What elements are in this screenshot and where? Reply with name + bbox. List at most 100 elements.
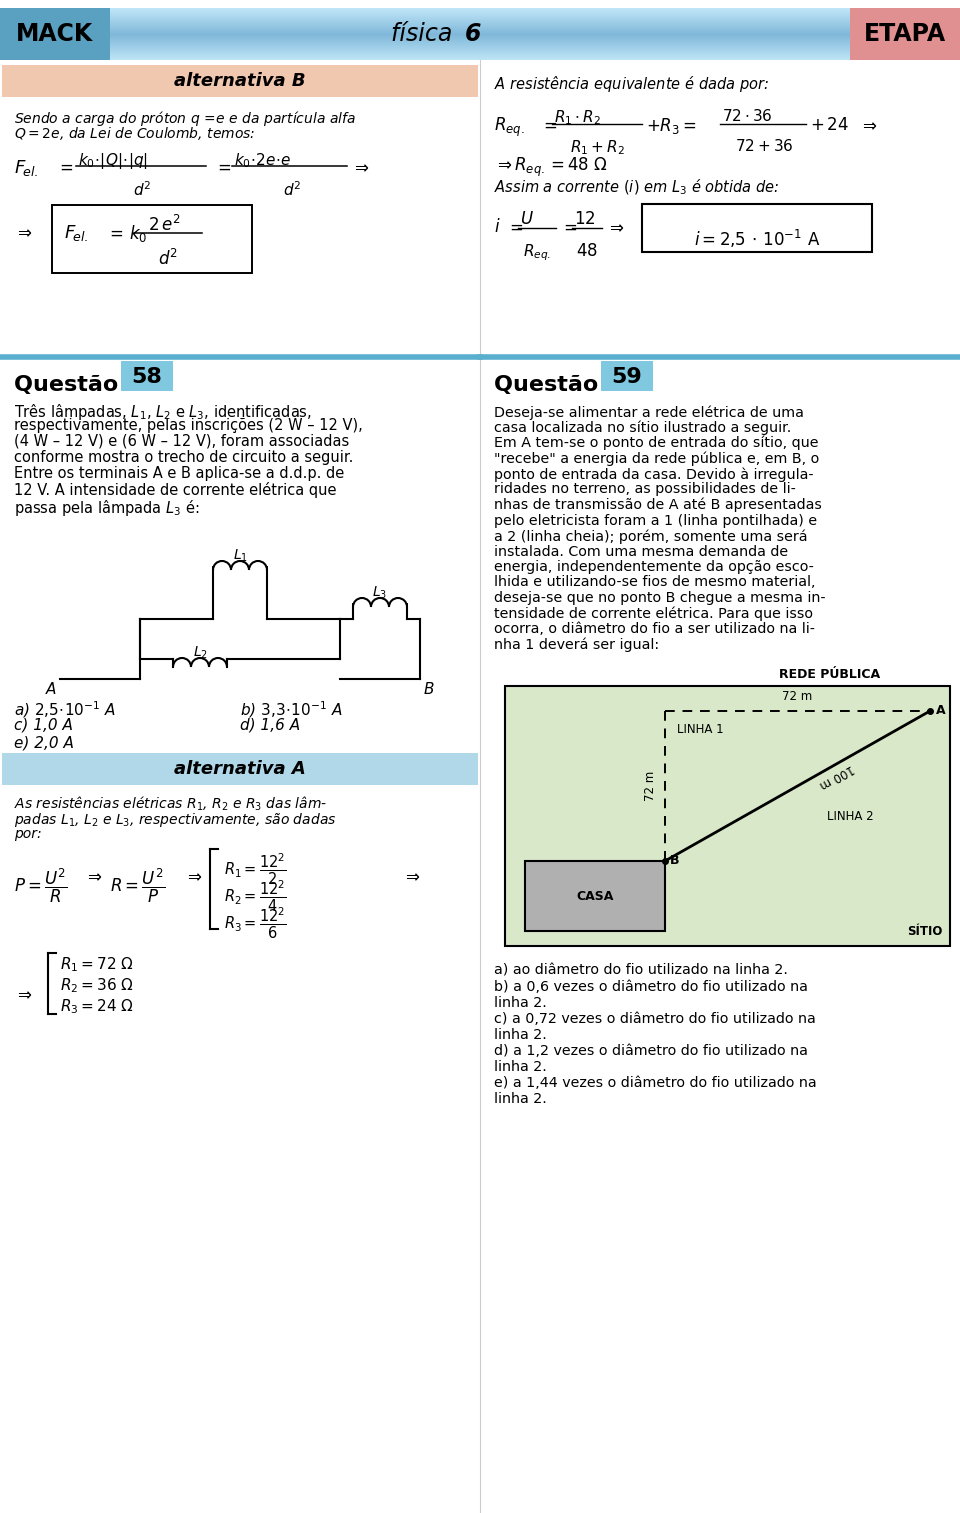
Text: A: A [936, 705, 946, 717]
Text: 58: 58 [132, 368, 162, 387]
Text: $L_1$: $L_1$ [232, 548, 248, 564]
Text: $=\,k_0$: $=\,k_0$ [106, 222, 147, 244]
Text: conforme mostra o trecho de circuito a seguir.: conforme mostra o trecho de circuito a s… [14, 449, 353, 464]
Text: ponto de entrada da casa. Devido à irregula-: ponto de entrada da casa. Devido à irreg… [494, 468, 814, 481]
Text: B: B [670, 855, 680, 867]
Text: Entre os terminais A e B aplica-se a d.d.p. de: Entre os terminais A e B aplica-se a d.d… [14, 466, 345, 481]
Text: $A$ resistência equivalente é dada por:: $A$ resistência equivalente é dada por: [494, 74, 769, 94]
Text: $U$: $U$ [520, 210, 534, 228]
Text: (4 W – 12 V) e (6 W – 12 V), foram associadas: (4 W – 12 V) e (6 W – 12 V), foram assoc… [14, 434, 349, 449]
Text: $R_2 = 36\ \Omega$: $R_2 = 36\ \Omega$ [60, 976, 134, 994]
Bar [850, 8, 960, 61]
Text: B: B [424, 682, 435, 697]
Text: $+\, 24$: $+\, 24$ [810, 117, 849, 135]
Text: 12 V. A intensidade de corrente elétrica que: 12 V. A intensidade de corrente elétrica… [14, 483, 337, 498]
Text: padas $L_1$, $L_2$ e $L_3$, respectivamente, são dadas: padas $L_1$, $L_2$ e $L_3$, respectivame… [14, 811, 337, 829]
Bar [642, 204, 872, 253]
Text: alternativa B: alternativa B [174, 73, 306, 89]
Text: respectivamente, pelas inscrições (2 W – 12 V),: respectivamente, pelas inscrições (2 W –… [14, 418, 363, 433]
Text: $i$: $i$ [494, 218, 500, 236]
Text: A: A [46, 682, 56, 697]
Text: a) $2{,}5\!\cdot\!10^{-1}$ A: a) $2{,}5\!\cdot\!10^{-1}$ A [14, 699, 116, 720]
Text: $48$: $48$ [576, 242, 598, 260]
Text: $R_2 = \dfrac{12^2}{4}$: $R_2 = \dfrac{12^2}{4}$ [224, 879, 287, 914]
Text: $F_{\!el.}$: $F_{\!el.}$ [64, 222, 88, 244]
Text: $R_1 = 72\ \Omega$: $R_1 = 72\ \Omega$ [60, 955, 134, 974]
Text: MACK: MACK [16, 23, 94, 45]
Text: $k_0\!\cdot\!|Q|\!\cdot\!|q|$: $k_0\!\cdot\!|Q|\!\cdot\!|q|$ [78, 151, 148, 171]
Text: SÍTIO: SÍTIO [906, 924, 942, 938]
Text: $Assim$ a corrente $(i)$ em $L_3$ é obtida de:: $Assim$ a corrente $(i)$ em $L_3$ é obti… [494, 179, 780, 197]
Text: $\Rightarrow$: $\Rightarrow$ [351, 157, 370, 176]
Text: Sendo a carga do próton $q\,=\!e$ e da partícula alfa: Sendo a carga do próton $q\,=\!e$ e da p… [14, 109, 356, 129]
Text: $d^2$: $d^2$ [132, 180, 152, 198]
Bar [0, 8, 110, 61]
Text: lhida e utilizando-se fios de mesmo material,: lhida e utilizando-se fios de mesmo mate… [494, 575, 815, 590]
Text: c) 1,0 A: c) 1,0 A [14, 717, 73, 732]
Text: Deseja-se alimentar a rede elétrica de uma: Deseja-se alimentar a rede elétrica de u… [494, 405, 804, 419]
Text: linha 2.: linha 2. [494, 996, 547, 1011]
Text: $\Rightarrow$: $\Rightarrow$ [606, 218, 624, 236]
Text: $R_3 = \dfrac{12^2}{6}$: $R_3 = \dfrac{12^2}{6}$ [224, 906, 287, 941]
Text: $+ R_3 =$: $+ R_3 =$ [646, 117, 697, 136]
Text: $\Rightarrow$: $\Rightarrow$ [402, 867, 420, 885]
Bar [601, 362, 653, 390]
Text: Em A tem-se o ponto de entrada do sítio, que: Em A tem-se o ponto de entrada do sítio,… [494, 436, 819, 451]
Text: tensidade de corrente elétrica. Para que isso: tensidade de corrente elétrica. Para que… [494, 607, 813, 620]
Text: $=$: $=$ [540, 117, 558, 135]
Bar [2, 65, 478, 97]
Text: passa pela lâmpada $L_3$ é:: passa pela lâmpada $L_3$ é: [14, 498, 200, 517]
Text: Questão: Questão [14, 375, 126, 395]
Text: ETAPA: ETAPA [864, 23, 946, 45]
Text: $12$: $12$ [574, 210, 595, 228]
Text: $=$: $=$ [214, 157, 231, 176]
Text: a) ao diâmetro do fio utilizado na linha 2.: a) ao diâmetro do fio utilizado na linha… [494, 964, 788, 977]
Text: linha 2.: linha 2. [494, 1061, 547, 1074]
Bar [525, 861, 665, 930]
Text: ridades no terreno, as possibilidades de li-: ridades no terreno, as possibilidades de… [494, 483, 796, 496]
Text: b) a 0,6 vezes o diâmetro do fio utilizado na: b) a 0,6 vezes o diâmetro do fio utiliza… [494, 980, 808, 994]
Text: LINHA 2: LINHA 2 [827, 809, 874, 823]
Text: linha 2.: linha 2. [494, 1092, 547, 1106]
Text: $72 + 36$: $72 + 36$ [734, 138, 793, 154]
Text: $\Rightarrow R_{eq.} = 48\ \Omega$: $\Rightarrow R_{eq.} = 48\ \Omega$ [494, 156, 608, 179]
Text: $R_1 = \dfrac{12^2}{2}$: $R_1 = \dfrac{12^2}{2}$ [224, 852, 287, 887]
Text: $L_2$: $L_2$ [193, 645, 207, 661]
Text: $72 \cdot 36$: $72 \cdot 36$ [722, 107, 773, 124]
Text: $R_{eq.}$: $R_{eq.}$ [523, 242, 551, 263]
Text: por:: por: [14, 828, 41, 841]
Text: $=$: $=$ [56, 157, 73, 176]
Text: linha 2.: linha 2. [494, 1027, 547, 1042]
Text: $\Rightarrow$: $\Rightarrow$ [859, 117, 877, 135]
Text: LINHA 1: LINHA 1 [677, 723, 724, 735]
Text: $R_1 + R_2$: $R_1 + R_2$ [569, 138, 624, 157]
Text: ocorra, o diâmetro do fio a ser utilizado na li-: ocorra, o diâmetro do fio a ser utilizad… [494, 622, 815, 635]
Text: As resistências elétricas $R_1$, $R_2$ e $R_3$ das lâm-: As resistências elétricas $R_1$, $R_2$ e… [14, 794, 327, 814]
Text: $2\,e^2$: $2\,e^2$ [148, 215, 180, 235]
Text: Três lâmpadas, $L_1$, $L_2$ e $L_3$, identificadas,: Três lâmpadas, $L_1$, $L_2$ e $L_3$, ide… [14, 402, 312, 422]
Text: energia, independentemente da opção esco-: energia, independentemente da opção esco… [494, 560, 814, 573]
Text: $=$: $=$ [560, 218, 577, 236]
Bar [505, 685, 950, 946]
Text: Questão: Questão [494, 375, 606, 395]
Text: $R_1 \cdot R_2$: $R_1 \cdot R_2$ [554, 107, 601, 127]
Text: casa localizada no sítio ilustrado a seguir.: casa localizada no sítio ilustrado a seg… [494, 421, 791, 436]
Text: $\Rightarrow$: $\Rightarrow$ [14, 985, 33, 1003]
Text: $R_{eq.}$: $R_{eq.}$ [494, 117, 524, 139]
Text: e) a 1,44 vezes o diâmetro do fio utilizado na: e) a 1,44 vezes o diâmetro do fio utiliz… [494, 1076, 817, 1089]
Text: d) 1,6 A: d) 1,6 A [240, 717, 300, 732]
Text: 59: 59 [612, 368, 642, 387]
Text: REDE PÚBLICA: REDE PÚBLICA [780, 669, 880, 681]
Text: $R = \dfrac{U^2}{P}$: $R = \dfrac{U^2}{P}$ [110, 867, 165, 905]
Text: pelo eletricista foram a 1 (linha pontilhada) e: pelo eletricista foram a 1 (linha pontil… [494, 513, 817, 528]
Text: nhas de transmissão de A até B apresentadas: nhas de transmissão de A até B apresenta… [494, 498, 822, 513]
Text: deseja-se que no ponto B chegue a mesma in-: deseja-se que no ponto B chegue a mesma … [494, 592, 826, 605]
Text: física: física [391, 23, 460, 45]
Bar [121, 362, 173, 390]
Text: $Q=2e$, da Lei de Coulomb, temos:: $Q=2e$, da Lei de Coulomb, temos: [14, 124, 255, 142]
Text: instalada. Com uma mesma demanda de: instalada. Com uma mesma demanda de [494, 545, 788, 558]
Text: 6: 6 [465, 23, 482, 45]
Text: $i = 2{,}5\,\cdot\,10^{-1}\ \mathrm{A}$: $i = 2{,}5\,\cdot\,10^{-1}\ \mathrm{A}$ [694, 228, 820, 250]
Bar [2, 753, 478, 785]
Text: a 2 (linha cheia); porém, somente uma será: a 2 (linha cheia); porém, somente uma se… [494, 530, 807, 543]
